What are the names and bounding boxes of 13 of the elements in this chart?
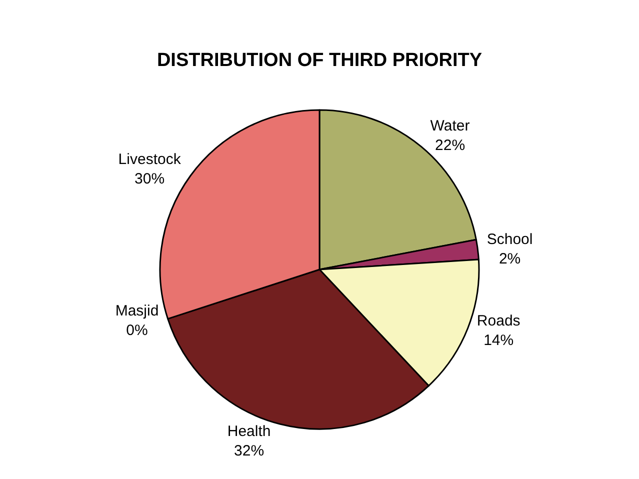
slice-label: School bbox=[486, 230, 533, 248]
data-label: 2% bbox=[498, 250, 521, 268]
slice-label: Health bbox=[227, 422, 271, 440]
slice-label: Roads bbox=[476, 312, 520, 330]
data-label: 32% bbox=[234, 442, 264, 460]
data-label: 22% bbox=[435, 137, 466, 154]
slice-label: Water bbox=[430, 118, 470, 135]
category-label: Masjid bbox=[115, 302, 159, 320]
data-label: 30% bbox=[134, 170, 165, 188]
slice-label: Livestock bbox=[118, 151, 182, 168]
data-label: 14% bbox=[484, 332, 514, 349]
text: 0% bbox=[126, 322, 148, 339]
chart-title: DISTRIBUTION OF THIRD PRIORITY bbox=[156, 50, 482, 71]
